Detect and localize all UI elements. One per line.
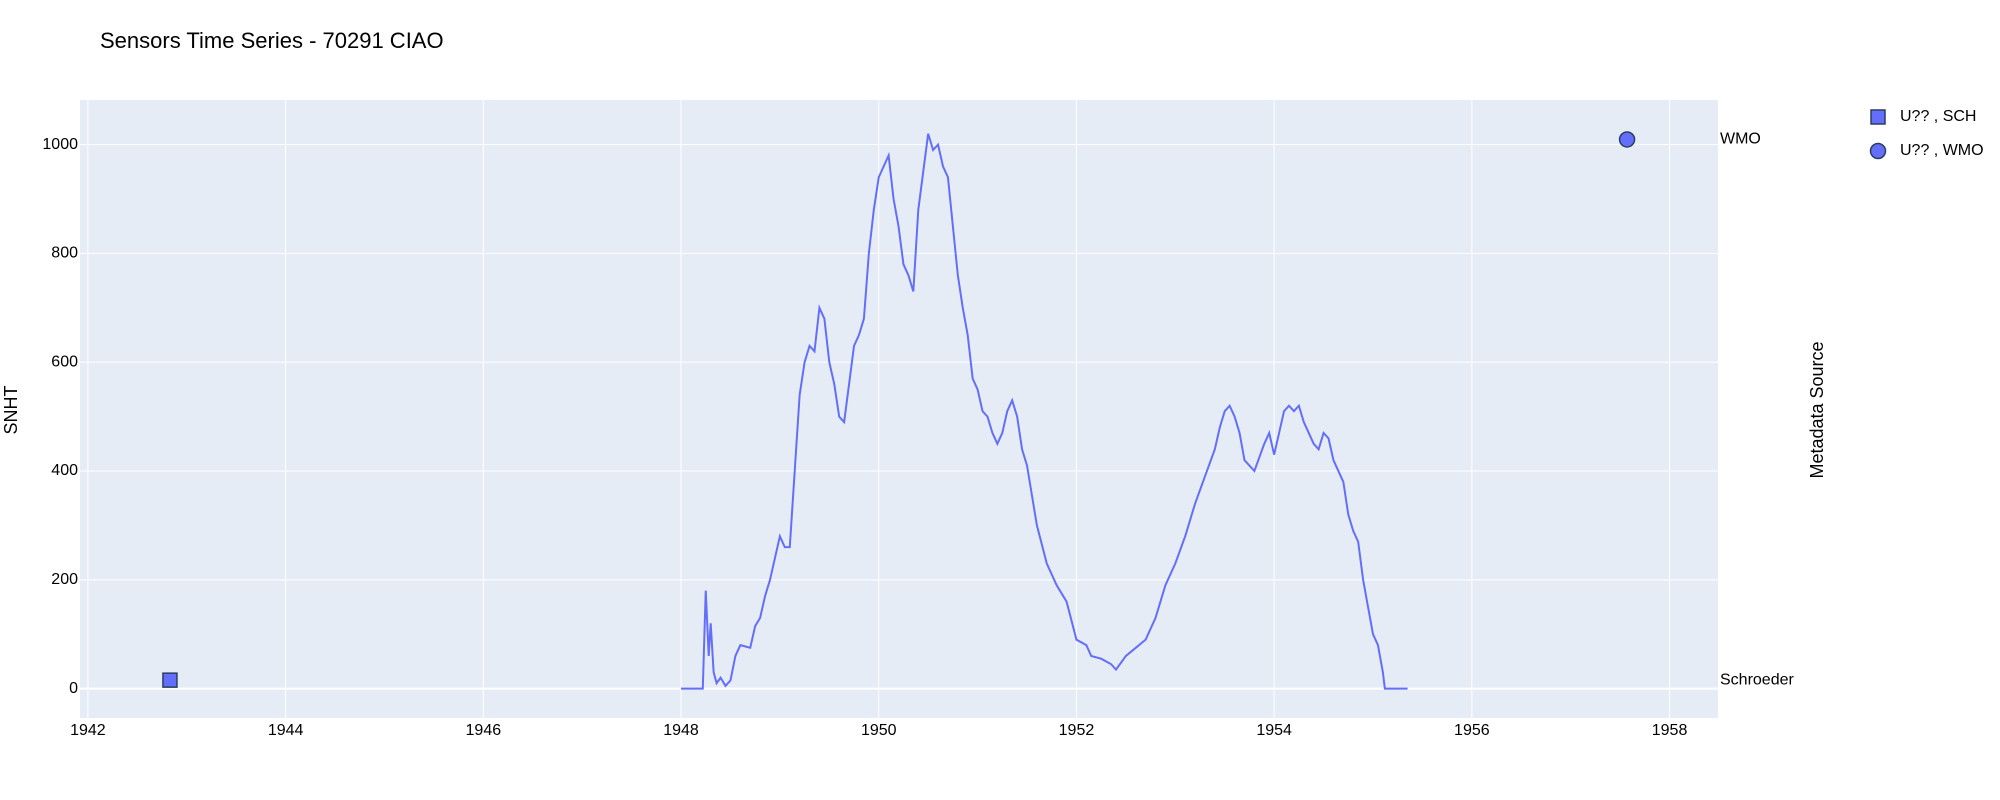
x-tick-label: 1956 bbox=[1454, 722, 1490, 739]
y-tick-label: 1000 bbox=[42, 136, 78, 153]
x-tick-label: 1946 bbox=[466, 722, 502, 739]
x-tick-label: 1952 bbox=[1059, 722, 1095, 739]
y2-tick-label: WMO bbox=[1720, 131, 1761, 148]
x-tick-label: 1948 bbox=[663, 722, 699, 739]
legend-symbol bbox=[1869, 142, 1887, 160]
y-axis-title: SNHT bbox=[1, 385, 21, 434]
legend-label: U?? , SCH bbox=[1900, 108, 1976, 125]
y-tick-label: 600 bbox=[51, 353, 78, 370]
y-tick-label: 800 bbox=[51, 245, 78, 262]
y2-axis-title: Metadata Source bbox=[1807, 341, 1827, 478]
data-line bbox=[681, 133, 1408, 690]
y2-tick-label: Schroeder bbox=[1720, 671, 1794, 688]
marker bbox=[1618, 131, 1636, 148]
legend-label: U?? , WMO bbox=[1900, 142, 1984, 159]
y-tick-label: 200 bbox=[51, 571, 78, 588]
chart-title: Sensors Time Series - 70291 CIAO bbox=[100, 28, 444, 53]
plot-background bbox=[80, 100, 1718, 718]
x-tick-label: 1954 bbox=[1256, 722, 1292, 739]
legend-symbol bbox=[1870, 109, 1886, 125]
marker bbox=[162, 672, 178, 688]
y-tick-label: 400 bbox=[51, 462, 78, 479]
x-tick-label: 1958 bbox=[1652, 722, 1688, 739]
x-tick-label: 1942 bbox=[70, 722, 106, 739]
y-tick-label: 0 bbox=[69, 680, 78, 697]
x-tick-label: 1944 bbox=[268, 722, 304, 739]
x-tick-label: 1950 bbox=[861, 722, 897, 739]
